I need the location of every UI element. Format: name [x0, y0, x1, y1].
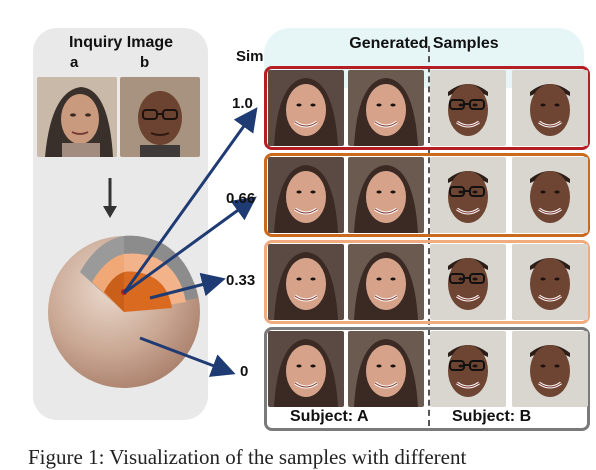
generated-face: [348, 157, 424, 233]
generated-face: [430, 331, 506, 407]
subject-a-label: Subject: A: [290, 408, 369, 425]
subject-b-label: Subject: B: [452, 408, 532, 425]
row-frame-3: [264, 240, 590, 324]
sim-value-3: 0.33: [226, 272, 256, 289]
row-frame-1: [264, 66, 590, 150]
generated-face: [430, 157, 506, 233]
generated-face: [512, 331, 588, 407]
generated-face: [348, 244, 424, 320]
generated-face: [348, 70, 424, 146]
inquiry-image-a: [37, 77, 117, 157]
sim-value-4: 0: [240, 363, 249, 380]
sim-value-1: 1.0: [232, 95, 253, 112]
generated-face: [512, 244, 588, 320]
generated-face: [268, 331, 344, 407]
down-arrow-icon: [103, 178, 117, 218]
generated-face: [348, 331, 424, 407]
inquiry-label-b: b: [140, 54, 150, 71]
inquiry-title: Inquiry Image: [68, 34, 174, 51]
generated-face: [512, 157, 588, 233]
embedding-sphere: [48, 235, 200, 388]
inquiry-label-a: a: [70, 54, 79, 71]
generated-face: [512, 70, 588, 146]
sim-header: Sim: [236, 48, 264, 65]
figure-caption: Figure 1: Visualization of the samples w…: [28, 445, 467, 469]
generated-face: [268, 70, 344, 146]
row-frame-2: [264, 153, 590, 237]
inquiry-image-b: [120, 77, 200, 157]
generated-title: Generated Samples: [349, 35, 499, 52]
generated-face: [430, 70, 506, 146]
margin-marks: [4, 30, 10, 440]
generated-face: [430, 244, 506, 320]
generated-face: [268, 157, 344, 233]
generated-face: [268, 244, 344, 320]
sim-value-2: 0.66: [226, 190, 256, 207]
row-frame-4: [264, 327, 590, 431]
